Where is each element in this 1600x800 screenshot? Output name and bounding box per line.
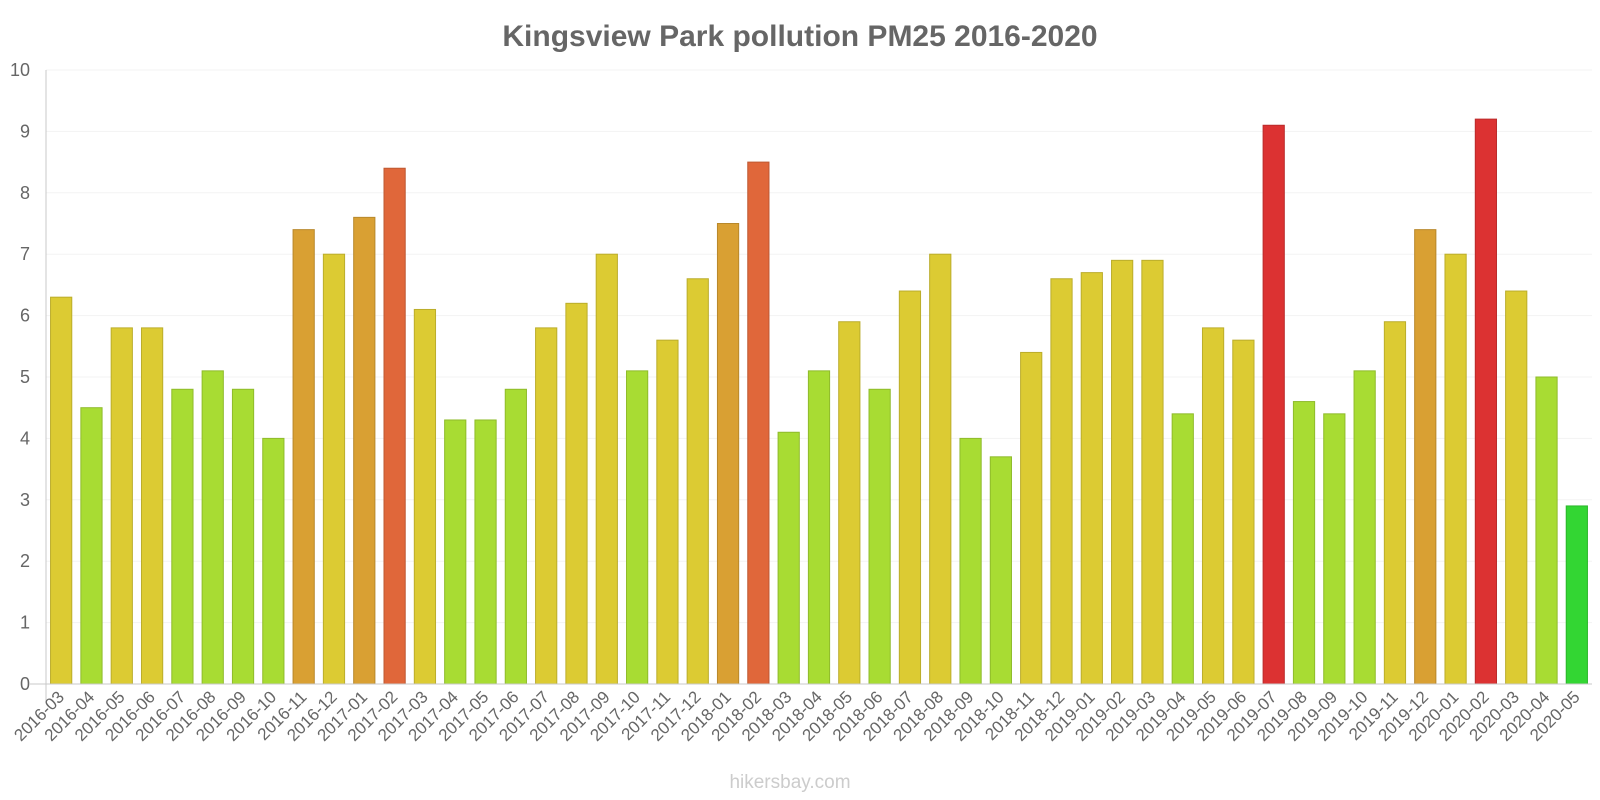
bar-2017-11[interactable] <box>656 339 679 685</box>
y-tick-label: 10 <box>10 60 30 80</box>
bar-2017-01[interactable] <box>353 216 376 685</box>
bar-2016-11[interactable] <box>292 229 315 685</box>
bar-2017-06[interactable] <box>504 388 527 685</box>
bar-2016-12[interactable] <box>322 253 346 685</box>
bar-2020-05[interactable] <box>1565 505 1588 685</box>
bar-2018-05[interactable] <box>838 321 861 685</box>
bar-2019-12[interactable] <box>1414 229 1437 685</box>
x-axis-ticks: 2016-032016-042016-052016-062016-072016-… <box>10 687 1583 745</box>
bar-2018-10[interactable] <box>989 456 1012 685</box>
y-tick-label: 5 <box>20 367 30 387</box>
bar-2018-02[interactable] <box>747 161 770 685</box>
bar-2020-01[interactable] <box>1444 253 1467 685</box>
bar-2019-09[interactable] <box>1323 413 1346 685</box>
bar-2020-02[interactable] <box>1474 118 1498 685</box>
bar-2018-04[interactable] <box>807 370 831 685</box>
bar-2019-06[interactable] <box>1232 339 1255 685</box>
bar-2016-08[interactable] <box>201 370 224 685</box>
y-tick-label: 3 <box>20 490 30 510</box>
bar-2018-03[interactable] <box>777 431 800 685</box>
bar-2018-06[interactable] <box>868 388 891 685</box>
bar-2019-11[interactable] <box>1383 321 1407 685</box>
bar-2017-04[interactable] <box>444 419 467 685</box>
bar-2019-10[interactable] <box>1353 370 1376 685</box>
bar-2017-10[interactable] <box>626 370 649 685</box>
bar-2018-09[interactable] <box>959 437 982 685</box>
y-tick-label: 1 <box>20 613 30 633</box>
y-tick-label: 6 <box>20 306 30 326</box>
y-tick-label: 4 <box>20 428 30 448</box>
bar-2019-01[interactable] <box>1080 272 1103 685</box>
y-tick-label: 7 <box>20 244 30 264</box>
bar-2017-03[interactable] <box>413 308 437 685</box>
bar-2016-07[interactable] <box>171 388 194 685</box>
bar-2017-08[interactable] <box>565 302 588 685</box>
bar-2018-12[interactable] <box>1050 278 1073 685</box>
y-axis-ticks: 0 1 2 3 4 5 6 7 8 9 10 <box>10 60 30 694</box>
bar-2016-04[interactable] <box>80 407 103 685</box>
credit-text: hikersbay.com <box>729 772 850 793</box>
bar-2017-05[interactable] <box>474 419 497 685</box>
y-tick-label: 8 <box>20 183 30 203</box>
bar-2019-07[interactable] <box>1262 124 1285 685</box>
bar-2019-04[interactable] <box>1171 413 1194 685</box>
bars <box>50 118 1588 685</box>
bar-2019-05[interactable] <box>1201 327 1225 685</box>
bar-2016-03[interactable] <box>50 296 73 685</box>
bar-2016-10[interactable] <box>262 437 285 685</box>
bar-2018-11[interactable] <box>1020 351 1043 685</box>
bar-2018-07[interactable] <box>898 290 922 685</box>
bar-2020-03[interactable] <box>1505 290 1528 685</box>
bar-2017-09[interactable] <box>595 253 618 685</box>
y-tick-label: 0 <box>20 674 30 694</box>
bar-2017-07[interactable] <box>535 327 558 685</box>
bar-2019-08[interactable] <box>1292 401 1316 685</box>
bar-2019-02[interactable] <box>1111 259 1134 685</box>
bar-2016-06[interactable] <box>140 327 164 685</box>
bar-2017-12[interactable] <box>686 278 709 685</box>
bar-2016-05[interactable] <box>110 327 133 685</box>
chart-title: Kingsview Park pollution PM25 2016-2020 <box>502 20 1097 53</box>
y-tick-label: 9 <box>20 121 30 141</box>
bar-2020-04[interactable] <box>1535 376 1558 685</box>
bar-2018-01[interactable] <box>716 223 740 685</box>
bar-2017-02[interactable] <box>383 167 406 685</box>
bar-2019-03[interactable] <box>1141 259 1164 685</box>
bar-2018-08[interactable] <box>929 253 952 685</box>
axes <box>30 70 1592 702</box>
bar-2016-09[interactable] <box>231 388 255 685</box>
y-tick-label: 2 <box>20 551 30 571</box>
